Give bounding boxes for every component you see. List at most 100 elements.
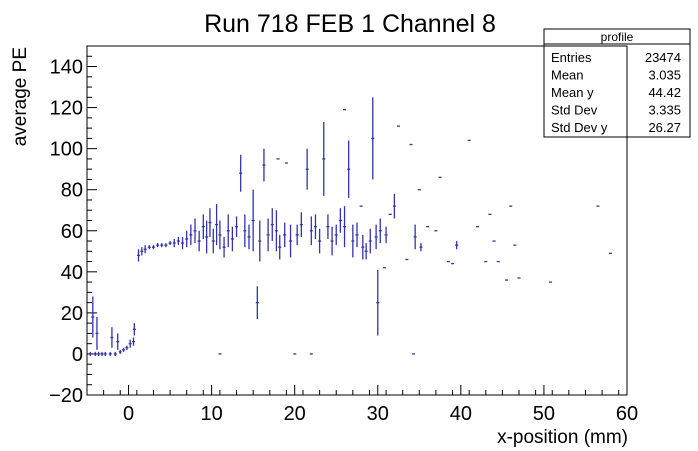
- data-point: [270, 208, 274, 242]
- data-point: [201, 214, 205, 239]
- data-point: [164, 243, 168, 248]
- data-point: [378, 218, 382, 244]
- data-point: [295, 224, 299, 246]
- y-tick-label: 120: [50, 98, 83, 120]
- data-point: [343, 206, 347, 248]
- stats-label: Mean y: [551, 85, 594, 100]
- y-axis: −20 0 20 40 60 80 100 120 140: [49, 45, 97, 407]
- data-point: [193, 218, 197, 244]
- data-point: [176, 236, 180, 246]
- data-point: [226, 214, 230, 248]
- stats-value: 44.42: [648, 85, 681, 100]
- data-point: [239, 154, 243, 192]
- data-point: [205, 220, 209, 254]
- data-point: [361, 234, 365, 260]
- data-point: [91, 296, 95, 338]
- x-tick-label: 60: [616, 403, 638, 425]
- data-point: [103, 351, 107, 356]
- data-point: [100, 351, 104, 356]
- data-point: [125, 345, 129, 350]
- data-point: [266, 218, 270, 252]
- data-point: [313, 214, 317, 239]
- stats-value: 26.27: [648, 120, 681, 135]
- x-axis-label: x-position (mm): [497, 427, 628, 448]
- data-point: [189, 224, 193, 246]
- data-point: [137, 249, 141, 262]
- data-point: [374, 224, 378, 250]
- data-point: [318, 228, 322, 254]
- data-point: [322, 121, 326, 196]
- data-point: [218, 220, 222, 250]
- x-tick-label: 20: [284, 403, 306, 425]
- data-point: [247, 224, 251, 250]
- data-point: [251, 189, 255, 252]
- data-point: [330, 226, 334, 256]
- data-point: [384, 226, 388, 244]
- data-point: [278, 234, 282, 260]
- data-point: [299, 212, 303, 237]
- data-point: [93, 351, 97, 356]
- data-point: [392, 193, 396, 219]
- stats-label: Entries: [551, 50, 592, 65]
- stats-label: Std Dev y: [551, 120, 608, 135]
- data-point: [338, 208, 342, 233]
- data-point: [147, 245, 151, 250]
- data-point: [258, 220, 262, 262]
- stats-value: 3.035: [648, 68, 681, 83]
- data-point: [419, 243, 423, 252]
- data-point: [88, 351, 92, 356]
- data-point: [413, 224, 417, 250]
- data-point: [283, 222, 287, 248]
- y-tick-label: 20: [61, 303, 83, 325]
- data-point: [108, 351, 112, 356]
- data-point: [151, 245, 155, 250]
- data-point: [181, 236, 185, 250]
- stats-box-title: profile: [601, 30, 634, 44]
- data-point: [305, 148, 309, 190]
- x-tick-label: 0: [123, 403, 134, 425]
- chart-title: Run 718 FEB 1 Channel 8: [204, 10, 496, 38]
- data-point: [255, 286, 259, 320]
- data-point: [140, 247, 144, 256]
- data-point: [172, 238, 176, 248]
- stats-box-frame: [543, 28, 691, 138]
- data-point: [371, 97, 375, 180]
- data-point: [368, 228, 372, 254]
- data-point: [215, 204, 219, 246]
- data-point: [132, 323, 136, 336]
- data-point: [243, 214, 247, 248]
- data-point: [355, 222, 359, 248]
- data-point: [230, 226, 234, 252]
- data-point: [208, 208, 212, 237]
- data-point: [197, 230, 201, 252]
- data-point: [262, 148, 266, 182]
- x-tick-label: 40: [450, 403, 472, 425]
- data-point: [156, 243, 160, 248]
- data-point: [351, 224, 355, 258]
- stats-label: Mean: [551, 68, 584, 83]
- y-tick-label: 0: [72, 344, 83, 366]
- plot-area: −20 0 20 40 60 80 100 120 140 0 10 20 30 40 50 60: [49, 45, 638, 425]
- data-point: [326, 214, 330, 239]
- data-point: [132, 337, 136, 346]
- data-point: [122, 347, 126, 352]
- data-point: [168, 241, 172, 246]
- data-point: [211, 228, 215, 254]
- y-tick-label: −20: [49, 385, 83, 407]
- data-point: [376, 269, 380, 336]
- data-point: [113, 351, 117, 356]
- data-point: [185, 230, 189, 248]
- data-point: [235, 216, 239, 237]
- data-point: [347, 140, 351, 198]
- stats-label: Std Dev: [551, 103, 598, 118]
- data-point: [110, 327, 114, 348]
- stats-value: 23474: [645, 50, 681, 65]
- data-point: [118, 349, 122, 354]
- y-tick-label: 140: [50, 57, 83, 79]
- data-point: [334, 224, 338, 246]
- data-point: [116, 333, 120, 350]
- data-point: [289, 224, 293, 258]
- y-tick-label: 40: [61, 262, 83, 284]
- data-point: [274, 210, 278, 252]
- stats-box: profile Entries 23474 Mean 3.035 Mean y 44.42…: [543, 28, 691, 138]
